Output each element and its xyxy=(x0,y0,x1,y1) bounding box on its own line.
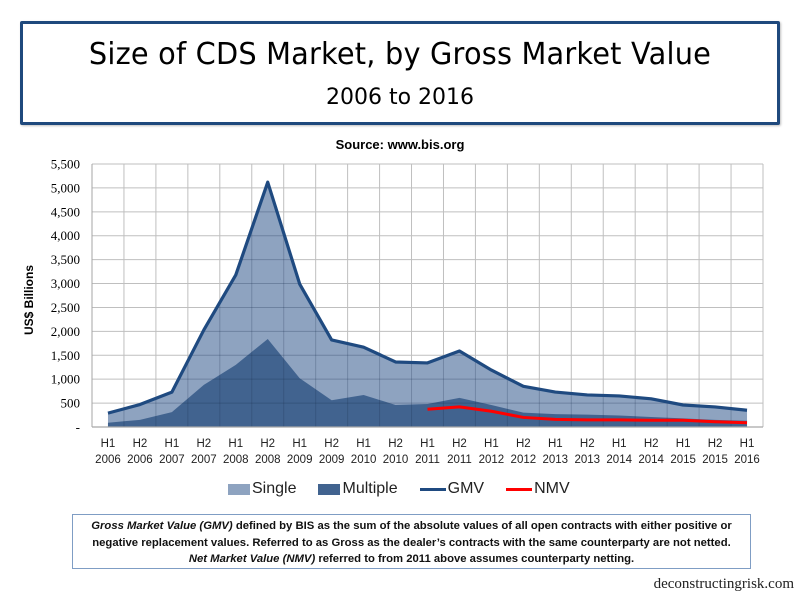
area-series xyxy=(107,182,748,427)
x-tick-label-year: 2011 xyxy=(415,454,440,466)
line-nmv xyxy=(427,405,748,425)
chart-subtitle: 2006 to 2016 xyxy=(325,85,475,110)
x-tick-label-year: 2013 xyxy=(543,454,569,466)
x-tick-label-half: H2 xyxy=(133,438,148,450)
y-tick-label: 2,000 xyxy=(51,324,80,339)
x-tick-label-half: H2 xyxy=(580,438,595,450)
legend-item-nmv: NMV xyxy=(506,480,570,498)
legend: Single Multiple GMV NMV xyxy=(228,480,592,498)
x-tick-label-year: 2009 xyxy=(319,454,345,466)
footnote-line-3: Net Market Value (NMV) referred to from … xyxy=(73,551,750,568)
x-tick-label-half: H1 xyxy=(484,438,499,450)
y-axis: - 500 1,000 1,500 2,000 2,500 3,000 3,500 4,000 4… xyxy=(51,157,93,435)
x-tick-label-half: H1 xyxy=(228,438,243,450)
source-label: Source: www.bis.org xyxy=(335,137,465,152)
x-tick-label-year: 2011 xyxy=(447,454,472,466)
legend-label-single: Single xyxy=(252,480,297,497)
legend-item-gmv: GMV xyxy=(419,480,485,498)
legend-swatch-multiple xyxy=(318,483,341,495)
x-tick-label-half: H2 xyxy=(708,438,723,450)
x-tick-label-half: H1 xyxy=(676,438,691,450)
x-tick-label-half: H2 xyxy=(388,438,403,450)
footnote-gmv-definition: defined by BIS as the sum of the absolut… xyxy=(232,520,732,532)
cds-market-chart: - 500 1,000 1,500 2,000 2,500 3,000 3,500 4,000 4… xyxy=(22,157,764,466)
legend-swatch-single xyxy=(228,483,250,495)
legend-label-multiple: Multiple xyxy=(342,480,398,497)
x-tick-label-year: 2014 xyxy=(606,454,632,466)
footnote-nmv-definition: referred to from 2011 above assumes coun… xyxy=(315,553,635,565)
y-tick-label: 3,500 xyxy=(51,252,80,267)
area-multiple xyxy=(107,339,748,427)
footnote-line-1: Gross Market Value (GMV) defined by BIS … xyxy=(73,518,750,535)
y-tick-label: 4,000 xyxy=(51,228,80,243)
y-tick-label: 1,000 xyxy=(51,372,80,387)
footnote-nmv-term: Net Market Value (NMV) xyxy=(188,553,316,565)
y-tick-label: 500 xyxy=(61,396,81,411)
x-tick-label-half: H2 xyxy=(516,438,531,450)
y-tick-label: 4,500 xyxy=(51,204,80,219)
footnote-line-2: negative replacement values. Referred to… xyxy=(92,536,731,549)
x-tick-label-half: H1 xyxy=(356,438,371,450)
x-tick-label-half: H2 xyxy=(260,438,275,450)
x-tick-label-year: 2015 xyxy=(670,454,696,466)
line-series xyxy=(107,180,748,425)
legend-swatch-nmv xyxy=(506,487,533,491)
y-tick-label: 5,500 xyxy=(51,157,80,172)
x-tick-label-half: H1 xyxy=(101,438,116,450)
footnote-gmv-term: Gross Market Value (GMV) xyxy=(91,520,233,532)
title-box: Size of CDS Market, by Gross Market Valu… xyxy=(20,21,780,125)
x-tick-label-year: 2008 xyxy=(255,454,281,466)
legend-item-single: Single xyxy=(228,480,296,498)
x-tick-label-year: 2013 xyxy=(574,454,600,466)
x-tick-label-year: 2012 xyxy=(511,454,537,466)
legend-item-multiple: Multiple xyxy=(318,480,398,498)
x-tick-label-year: 2006 xyxy=(95,454,121,466)
x-tick-label-year: 2007 xyxy=(191,454,217,466)
x-tick-label-half: H1 xyxy=(292,438,307,450)
x-tick-label-half: H2 xyxy=(644,438,659,450)
chart-title: Size of CDS Market, by Gross Market Valu… xyxy=(88,37,712,72)
x-tick-label-half: H2 xyxy=(324,438,339,450)
x-tick-label-year: 2014 xyxy=(638,454,664,466)
y-axis-label: US$ Billions xyxy=(22,265,36,335)
x-tick-label-year: 2007 xyxy=(159,454,185,466)
x-tick-label-year: 2009 xyxy=(287,454,313,466)
y-tick-label: - xyxy=(76,420,80,435)
line-gmv xyxy=(107,180,748,415)
y-tick-label: 1,500 xyxy=(51,348,80,363)
y-tick-label: 2,500 xyxy=(51,300,80,315)
site-credit: deconstructingrisk.com xyxy=(653,576,794,592)
y-tick-label: 5,000 xyxy=(51,180,80,195)
legend-label-nmv: NMV xyxy=(534,480,570,497)
x-tick-label-year: 2015 xyxy=(702,454,728,466)
x-tick-label-year: 2010 xyxy=(383,454,409,466)
x-axis: H1 2006 H2 2006 H1 2007 H2 2007 H1 2008 H2 2008 H1 20… xyxy=(92,426,763,466)
legend-label-gmv: GMV xyxy=(447,480,485,497)
legend-swatch-gmv xyxy=(419,487,446,491)
footnote-box: Gross Market Value (GMV) defined by BIS … xyxy=(72,514,751,569)
x-tick-label-half: H2 xyxy=(196,438,211,450)
x-tick-label-year: 2012 xyxy=(479,454,505,466)
x-tick-label-year: 2008 xyxy=(223,454,249,466)
x-tick-label-year: 2006 xyxy=(127,454,153,466)
x-tick-label-half: H1 xyxy=(548,438,563,450)
x-tick-label-half: H2 xyxy=(452,438,467,450)
y-tick-label: 3,000 xyxy=(51,276,80,291)
x-tick-label-half: H1 xyxy=(165,438,180,450)
x-tick-label-half: H1 xyxy=(420,438,435,450)
x-tick-label-year: 2010 xyxy=(351,454,377,466)
x-tick-label-half: H1 xyxy=(612,438,627,450)
x-tick-label-year: 2016 xyxy=(734,454,760,466)
x-tick-label-half: H1 xyxy=(740,438,755,450)
